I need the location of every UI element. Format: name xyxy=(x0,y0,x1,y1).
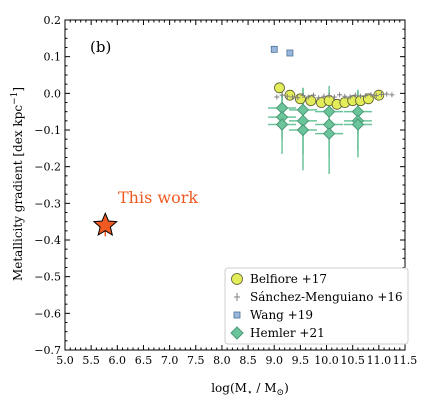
x-tick-label: 6.0 xyxy=(109,354,127,367)
hemler-point xyxy=(275,118,289,131)
y-axis-ticks: 0.2 0.1 0.0 −0.1 −0.2 −0.3 −0.4 −0.5 −0.6 −0.7 xyxy=(34,14,405,357)
hemler-point xyxy=(296,123,310,137)
series-marks xyxy=(92,45,395,237)
wang-point xyxy=(270,45,278,53)
y-tick-label: −0.5 xyxy=(34,271,61,284)
x-tick-label: 9.5 xyxy=(292,354,310,367)
legend-label: Hemler +21 xyxy=(250,326,325,340)
y-tick-label: −0.6 xyxy=(34,307,61,320)
legend-wang-marker xyxy=(233,311,241,319)
legend-box xyxy=(224,267,409,345)
x-tick-label: 11.5 xyxy=(393,354,418,367)
x-tick-label: 8.5 xyxy=(239,354,257,367)
y-tick-label: 0.0 xyxy=(44,87,62,100)
hemler-point xyxy=(322,127,336,140)
x-axis-title: log(M⋆ / M⊙) xyxy=(211,381,289,398)
y-tick-label: −0.3 xyxy=(34,197,61,210)
x-tick-label: 9.0 xyxy=(265,354,283,367)
panel-label: (b) xyxy=(90,38,111,56)
y-tick-label: −0.2 xyxy=(34,161,61,174)
belfiore-point xyxy=(284,89,296,101)
y-tick-label: −0.4 xyxy=(34,234,61,247)
wang-point xyxy=(286,49,294,57)
x-tick-label: 6.5 xyxy=(135,354,153,367)
x-tick-label: 8.0 xyxy=(213,354,231,367)
legend-label: Sánchez-Menguiano +16 xyxy=(250,290,403,304)
hemler-point xyxy=(322,105,336,118)
legend-label: Wang +19 xyxy=(250,308,313,322)
hemler-point xyxy=(351,118,365,131)
this-work-label: This work xyxy=(118,188,198,207)
x-tick-label: 5.5 xyxy=(82,354,100,367)
x-tick-label: 10.0 xyxy=(314,354,339,367)
x-tick-label: 11.0 xyxy=(367,354,392,367)
belfiore-point xyxy=(274,82,285,94)
y-tick-label: 0.1 xyxy=(44,51,62,64)
y-tick-label: 0.2 xyxy=(44,14,62,27)
legend-belfiore-marker xyxy=(231,273,243,285)
legend-label: Belfiore +17 xyxy=(250,272,327,286)
x-tick-label: 7.5 xyxy=(187,354,205,367)
y-tick-label: −0.1 xyxy=(34,124,61,137)
hemler-point xyxy=(296,103,310,117)
x-tick-label: 5.0 xyxy=(56,354,74,367)
this-work-point xyxy=(92,211,118,237)
y-axis-title: Metallicity gradient [dex kpc−1] xyxy=(10,87,25,281)
legend: Belfiore +17 Sánchez-Menguiano +16 Wang +1… xyxy=(224,267,409,345)
x-axis-ticks: 5.0 5.5 6.0 6.5 7.0 7.5 8.0 8.5 9.0 9.5 10.0 10.5 11… xyxy=(56,20,417,367)
legend-hemler-marker xyxy=(230,326,244,340)
x-tick-label: 7.0 xyxy=(161,354,179,367)
y-tick-label: −0.7 xyxy=(34,344,61,357)
x-tick-label: 10.5 xyxy=(340,354,365,367)
